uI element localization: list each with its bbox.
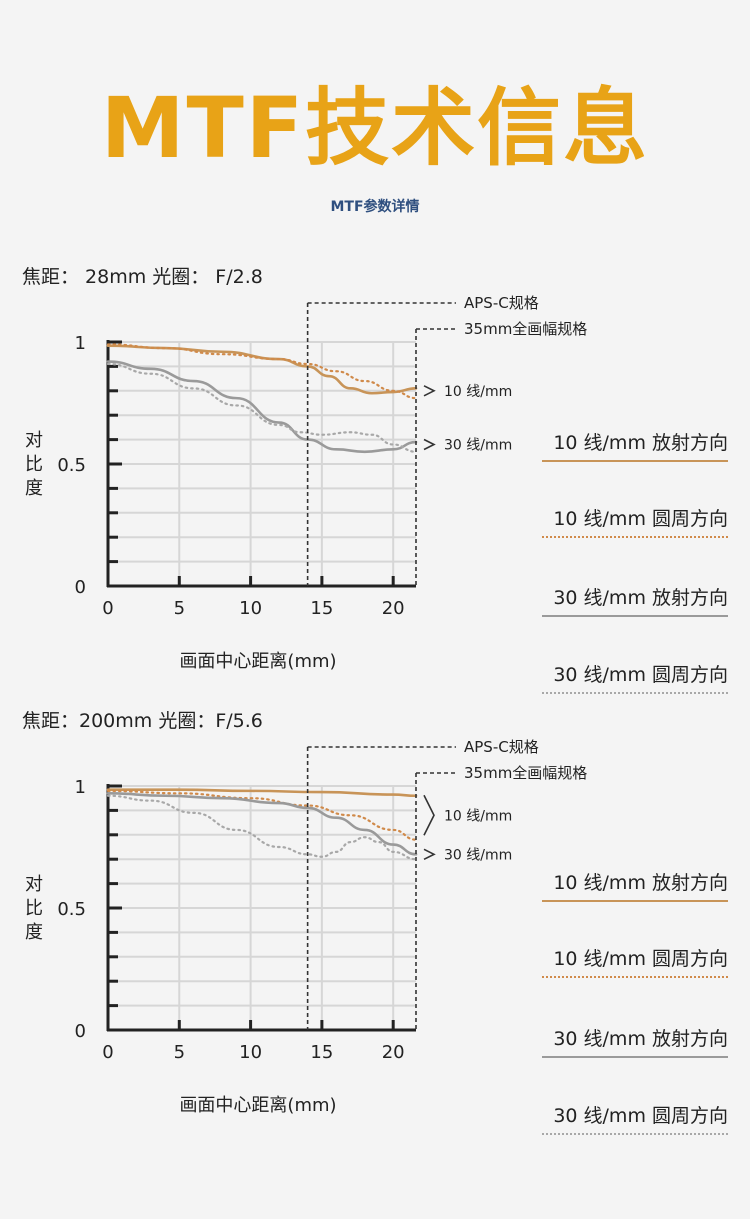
- y-tick-label: 0.5: [57, 899, 86, 920]
- x-tick-label: 10: [239, 1042, 262, 1063]
- legend-swatch: [542, 615, 728, 617]
- x-tick-label: 5: [174, 598, 185, 619]
- mtf-chart-1: APS-C规格 35mm全画幅规格 10 线/mm 30 线/mm 1 0.5 0 0 5 10 1…: [0, 290, 750, 750]
- bracket-icon: [423, 794, 435, 836]
- legend-label: 30 线/mm 放射方向: [553, 1028, 728, 1050]
- group-label: 10 线/mm: [444, 808, 512, 824]
- legend-swatch: [542, 692, 728, 694]
- annotation-label: APS-C规格: [464, 738, 539, 756]
- y-tick-label: 0: [75, 577, 86, 598]
- series-line: [106, 789, 418, 841]
- arrow-icon: [423, 438, 436, 451]
- legend-swatch: [542, 1133, 728, 1135]
- legend-label: 10 线/mm 圆周方向: [553, 948, 728, 970]
- legend-label: 10 线/mm 放射方向: [553, 432, 728, 454]
- x-tick-label: 10: [239, 598, 262, 619]
- x-tick-label: 0: [102, 598, 113, 619]
- group-label: 10 线/mm: [444, 384, 512, 400]
- mtf-chart-1-svg: APS-C规格 35mm全画幅规格 10 线/mm 30 线/mm 1 0.5 00 5 10 1…: [25, 294, 587, 672]
- x-tick-label: 0: [102, 1042, 113, 1063]
- x-axis-label: 画面中心距离(mm): [179, 1095, 336, 1116]
- legend-label: 10 线/mm 圆周方向: [553, 508, 728, 530]
- y-axis-label-char: 比: [25, 454, 43, 475]
- group-label: 30 线/mm: [444, 437, 512, 453]
- annotation-label: APS-C规格: [464, 294, 539, 312]
- y-axis-label-char: 度: [25, 478, 43, 499]
- y-axis-label-char: 比: [25, 898, 43, 919]
- legend-item-30-sagittal: 30 线/mm 圆周方向: [542, 1101, 728, 1135]
- page-subtitle: MTF参数详情: [330, 199, 420, 215]
- y-axis-label-char: 度: [25, 922, 43, 943]
- y-axis-label-char: 对: [25, 430, 43, 451]
- series-line: [106, 362, 418, 453]
- lens-params-2: 焦距：200mm 光圈：F/5.6: [22, 710, 263, 732]
- legend-swatch: [542, 1056, 728, 1058]
- legend-label: 10 线/mm 放射方向: [553, 872, 728, 894]
- y-tick-label: 0.5: [57, 455, 86, 476]
- x-tick-label: 15: [310, 1042, 333, 1063]
- legend-swatch: [542, 460, 728, 462]
- y-tick-label: 0: [75, 1021, 86, 1042]
- legend-item-10-radial: 10 线/mm 放射方向: [542, 428, 728, 462]
- mtf-chart-2-svg: APS-C规格 35mm全画幅规格 10 线/mm 30 线/mm 1 0.5 00 5 10 1…: [25, 738, 587, 1116]
- mtf-chart-2: APS-C规格 35mm全画幅规格 10 线/mm 30 线/mm 1 0.5 0 0 5 10 1…: [0, 734, 750, 1194]
- legend-item-30-radial: 30 线/mm 放射方向: [542, 1024, 728, 1058]
- x-tick-label: 20: [382, 1042, 405, 1063]
- arrow-icon: [423, 848, 436, 861]
- legend-swatch: [542, 536, 728, 538]
- legend-swatch: [542, 976, 728, 978]
- arrow-icon: [423, 385, 436, 397]
- legend-item-30-sagittal: 30 线/mm 圆周方向: [542, 660, 728, 694]
- legend-swatch: [542, 900, 728, 902]
- x-tick-label: 5: [174, 1042, 185, 1063]
- x-tick-label: 20: [382, 598, 405, 619]
- lens-params-1: 焦距： 28mm 光圈： F/2.8: [22, 266, 263, 288]
- legend-label: 30 线/mm 放射方向: [553, 587, 728, 609]
- series-line: [106, 344, 418, 395]
- group-label: 30 线/mm: [444, 847, 512, 863]
- legend-item-30-radial: 30 线/mm 放射方向: [542, 583, 728, 617]
- y-axis-label-char: 对: [25, 874, 43, 895]
- y-tick-label: 1: [75, 333, 86, 354]
- legend-label: 30 线/mm 圆周方向: [553, 1105, 728, 1127]
- annotation-label: 35mm全画幅规格: [464, 764, 587, 782]
- legend-label: 30 线/mm 圆周方向: [553, 664, 728, 686]
- x-tick-label: 15: [310, 598, 333, 619]
- x-axis-label: 画面中心距离(mm): [179, 651, 336, 672]
- page-title: MTF技术信息: [100, 79, 650, 177]
- legend-item-10-sagittal: 10 线/mm 圆周方向: [542, 504, 728, 538]
- series-line: [106, 360, 418, 454]
- annotation-label: 35mm全画幅规格: [464, 320, 587, 338]
- y-tick-label: 1: [75, 777, 86, 798]
- legend-item-10-sagittal: 10 线/mm 圆周方向: [542, 944, 728, 978]
- series-line: [106, 788, 418, 798]
- series-line: [106, 792, 418, 856]
- series-line: [106, 343, 418, 400]
- series-line: [106, 794, 418, 861]
- legend-item-10-radial: 10 线/mm 放射方向: [542, 868, 728, 902]
